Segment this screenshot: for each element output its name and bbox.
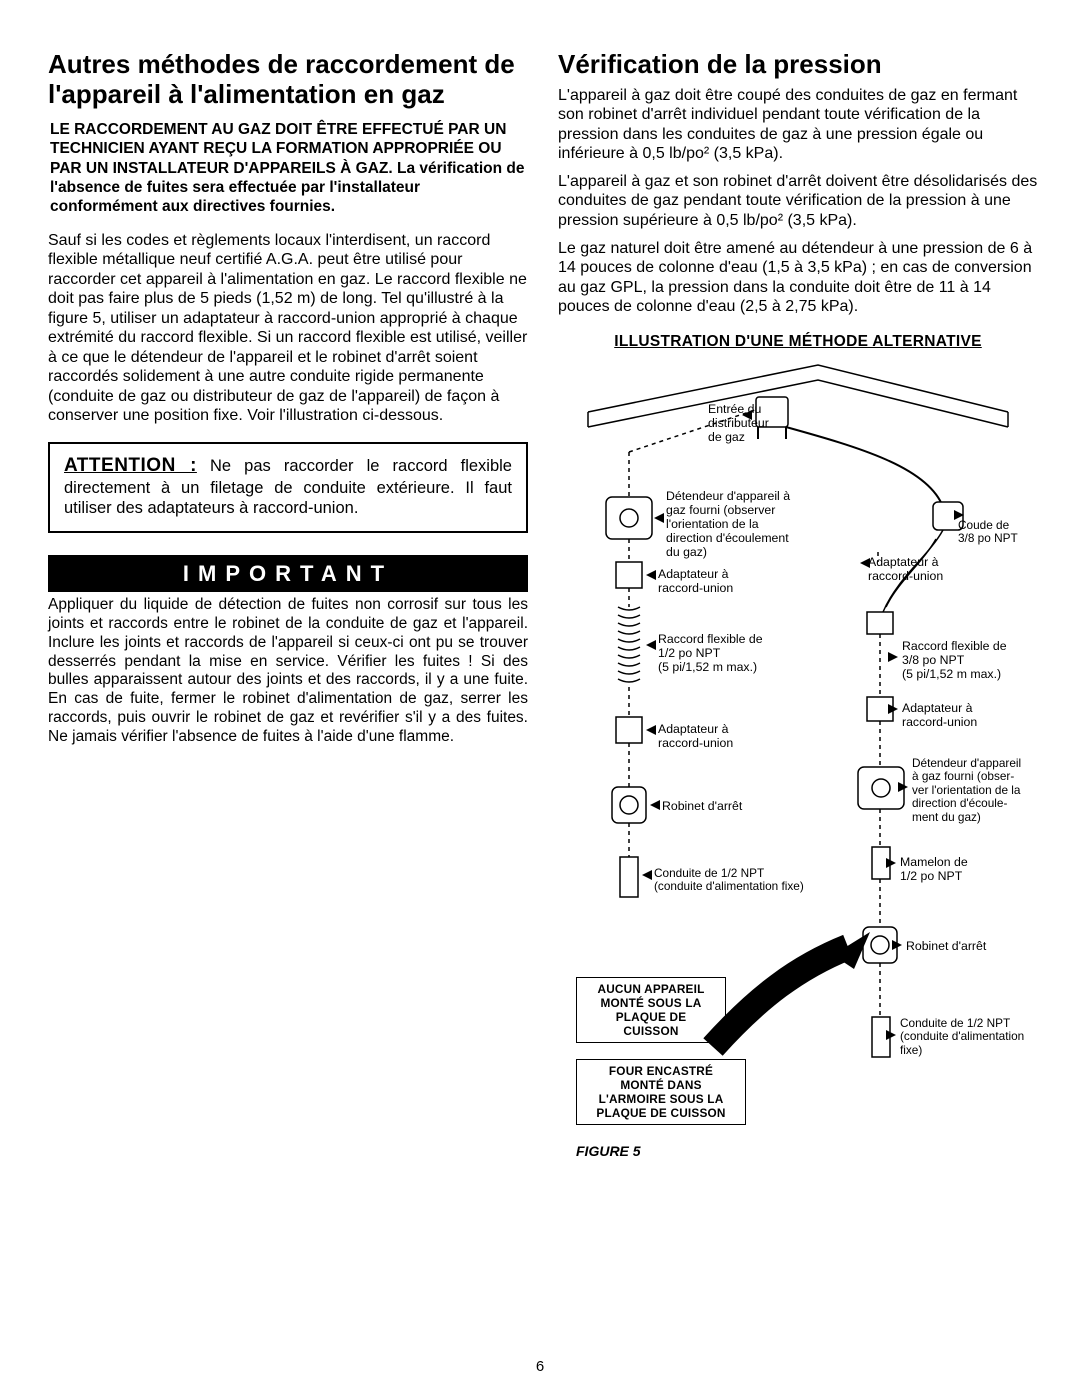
left-bold-warning: LE RACCORDEMENT AU GAZ DOIT ÊTRE EFFECTU… bbox=[48, 120, 528, 217]
right-para-3: Le gaz naturel doit être amené au détend… bbox=[558, 239, 1038, 317]
attention-box: ATTENTION : Ne pas raccorder le raccord … bbox=[48, 442, 528, 533]
lbl-robinet-2: Robinet d'arrêt bbox=[906, 939, 986, 953]
lbl-mamelon: Mamelon de 1/2 po NPT bbox=[900, 855, 968, 883]
lbl-adapt-1: Adaptateur à raccord-union bbox=[658, 567, 733, 595]
lbl-adapt-r2: Adaptateur à raccord-union bbox=[902, 701, 977, 729]
illustration-heading: ILLUSTRATION D'UNE MÉTHODE ALTERNATIVE bbox=[558, 333, 1038, 351]
right-column: Vérification de la pression L'appareil à… bbox=[558, 50, 1038, 1227]
lbl-robinet-1: Robinet d'arrêt bbox=[662, 799, 742, 813]
lbl-conduite-1: Conduite de 1/2 NPT (conduite d'alimenta… bbox=[654, 867, 804, 894]
lbl-entree: Entrée du distributeur de gaz bbox=[708, 402, 769, 444]
left-heading: Autres méthodes de raccordement de l'app… bbox=[48, 50, 528, 110]
box-no-appliance: AUCUN APPAREIL MONTÉ SOUS LA PLAQUE DE C… bbox=[576, 977, 726, 1044]
lbl-detendeur-gauche: Détendeur d'appareil à gaz fourni (obser… bbox=[666, 489, 790, 560]
important-body: Appliquer du liquide de détection de fui… bbox=[48, 596, 528, 747]
figure-caption: FIGURE 5 bbox=[576, 1143, 641, 1159]
lbl-conduite-2: Conduite de 1/2 NPT (conduite d'alimenta… bbox=[900, 1017, 1024, 1058]
important-banner: IMPORTANT bbox=[48, 555, 528, 592]
right-heading: Vérification de la pression bbox=[558, 50, 1038, 80]
right-para-1: L'appareil à gaz doit être coupé des con… bbox=[558, 86, 1038, 164]
lbl-adapt-r1: Adaptateur à raccord-union bbox=[868, 555, 943, 583]
attention-label: ATTENTION : bbox=[64, 455, 197, 476]
lbl-coude: Coude de 3/8 po NPT bbox=[958, 519, 1018, 546]
two-column-layout: Autres méthodes de raccordement de l'app… bbox=[48, 50, 1038, 1227]
right-para-2: L'appareil à gaz et son robinet d'arrêt … bbox=[558, 172, 1038, 231]
lbl-flex-1: Raccord flexible de 1/2 po NPT (5 pi/1,5… bbox=[658, 632, 763, 674]
lbl-flex-r: Raccord flexible de 3/8 po NPT (5 pi/1,5… bbox=[902, 639, 1007, 681]
figure-5-diagram: Entrée du distributeur de gaz Détendeur … bbox=[558, 357, 1038, 1227]
left-column: Autres méthodes de raccordement de l'app… bbox=[48, 50, 528, 1227]
lbl-detendeur-droite: Détendeur d'appareil à gaz fourni (obser… bbox=[912, 757, 1021, 825]
lbl-adapt-2: Adaptateur à raccord-union bbox=[658, 722, 733, 750]
page-number: 6 bbox=[0, 1358, 1080, 1375]
box-wall-oven: FOUR ENCASTRÉ MONTÉ DANS L'ARMOIRE SOUS … bbox=[576, 1059, 746, 1126]
left-para-1: Sauf si les codes et règlements locaux l… bbox=[48, 231, 528, 426]
